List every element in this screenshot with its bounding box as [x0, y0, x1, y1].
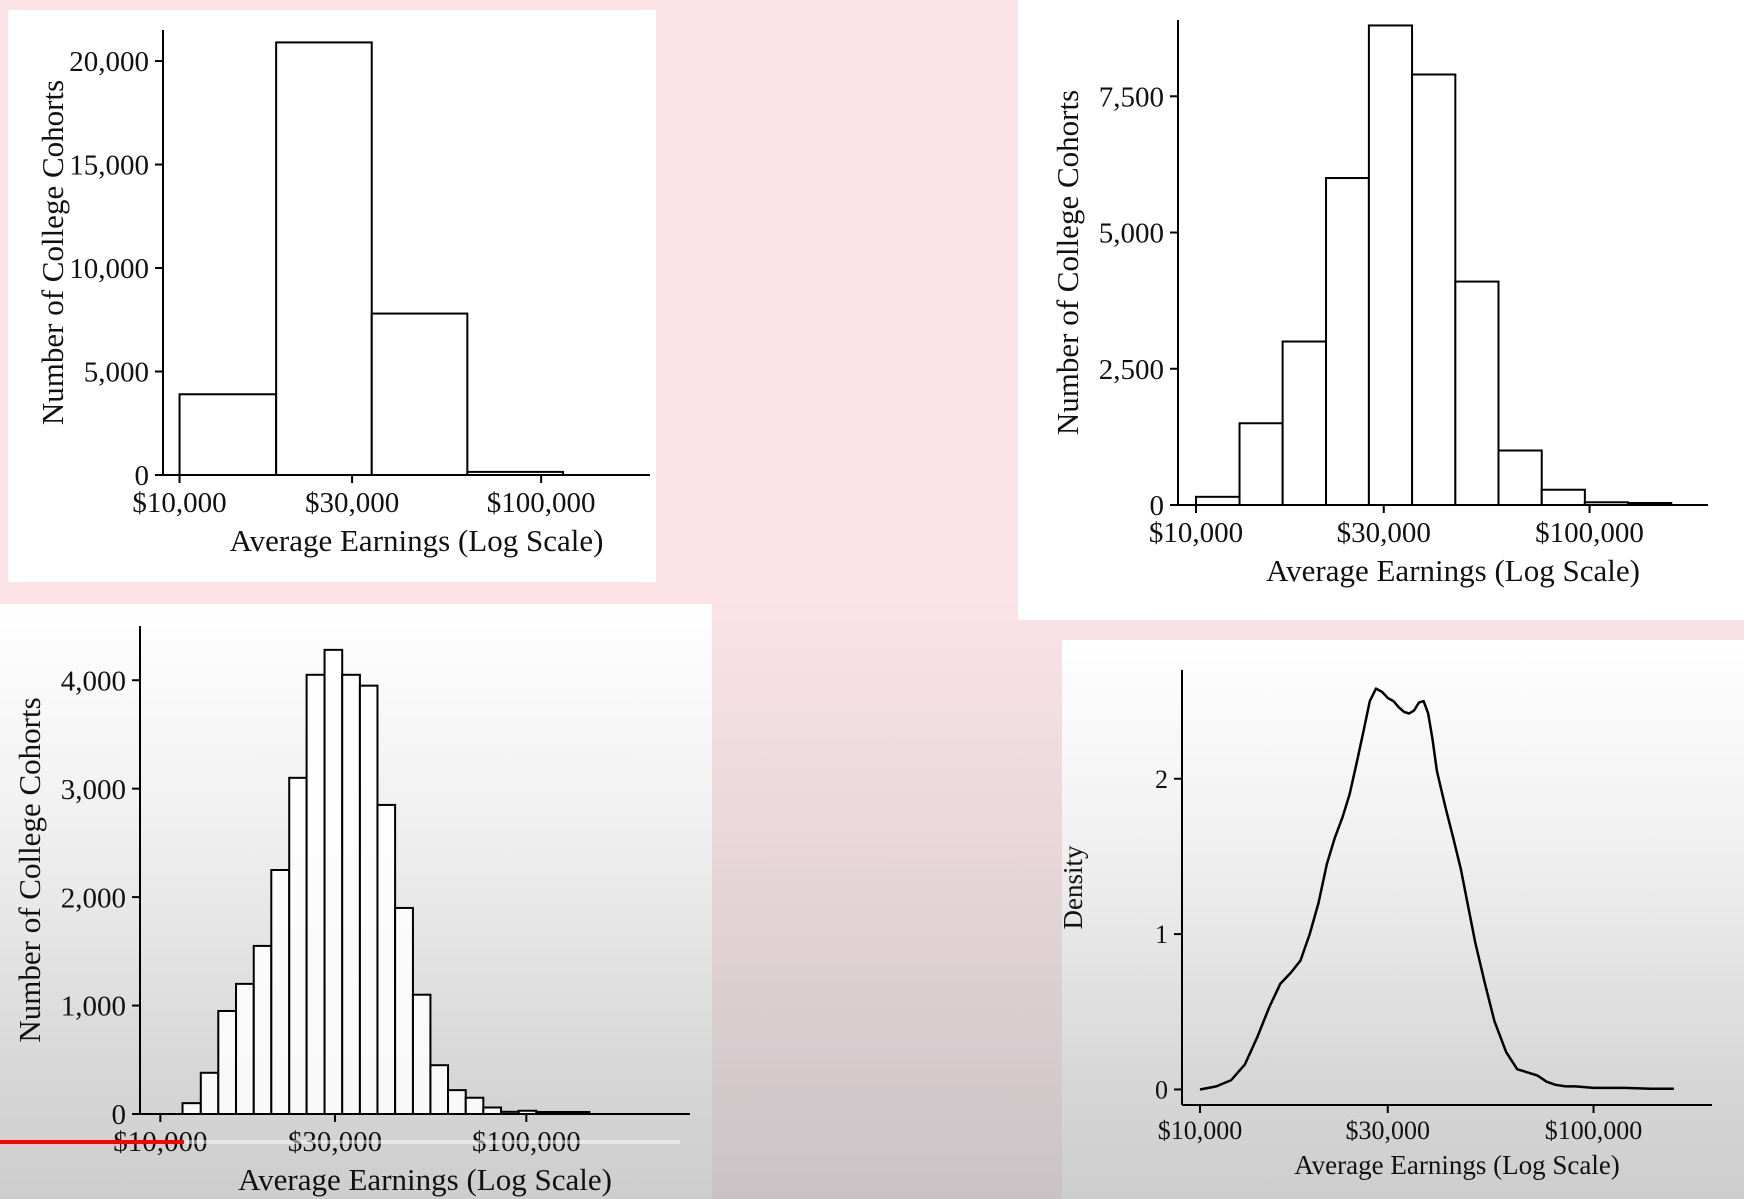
histogram-bar: [270, 869, 291, 1115]
histogram-bar: [341, 673, 361, 1116]
histogram-bar: [447, 1089, 467, 1115]
y-tick-label: 2,500: [1099, 354, 1164, 386]
density-curve: [1199, 687, 1674, 1091]
y-axis-label: Density: [1062, 845, 1088, 929]
histogram-panel-coarse: 0 5,000 10,000 15,000 20,000 $10,000 $30,000 $1…: [8, 10, 656, 582]
histogram-medium-chart: 0 2,500 5,000 7,500 $10,000 $30,000 $100,000 Av…: [1050, 20, 1708, 588]
y-tick-label: 1: [1155, 920, 1168, 949]
y-tick-label: 7,500: [1099, 81, 1164, 113]
y-tick-label: 5,000: [84, 357, 149, 389]
histogram-bar: [305, 673, 326, 1116]
y-tick-label: 0: [112, 1099, 127, 1131]
y-axis-label: Number of College Cohorts: [12, 697, 47, 1042]
y-tick-label: 0: [1150, 490, 1165, 522]
density-panel: 0 1 2 $10,000 $30,000 $100,000 Average Earning…: [1062, 640, 1744, 1199]
video-progress-fill: [0, 1140, 184, 1144]
histogram-bar: [376, 803, 397, 1116]
histogram-bar: [482, 1106, 503, 1116]
histogram-bar: [535, 1111, 555, 1115]
x-tick-label: $30,000: [1346, 1116, 1431, 1145]
histogram-bar: [370, 312, 469, 476]
y-tick-label: 15,000: [69, 150, 149, 182]
histogram-bar: [1325, 177, 1370, 506]
histogram-bar: [517, 1109, 538, 1116]
histogram-bar: [1367, 24, 1414, 507]
histogram-bar: [552, 1111, 573, 1115]
y-tick-label: 4,000: [61, 665, 126, 697]
histogram-bar: [1627, 502, 1673, 506]
histogram-bar: [1583, 501, 1630, 506]
y-tick-label: 0: [1155, 1076, 1168, 1105]
y-tick-label: 5,000: [1099, 218, 1164, 250]
histogram-bar: [181, 1102, 202, 1115]
histogram-bar: [429, 1064, 450, 1116]
histogram-bar: [199, 1071, 220, 1115]
histogram-bar: [288, 776, 308, 1115]
y-tick-label: 2: [1155, 765, 1168, 794]
histogram-bar: [411, 993, 432, 1116]
histogram-panel-fine: 0 1,000 2,000 3,000 4,000 $10,000 $30,000 $100,…: [0, 604, 712, 1199]
x-tick-label: $10,000: [132, 487, 226, 519]
video-progress-bar[interactable]: [0, 1140, 680, 1144]
x-axis-label: Average Earnings (Log Scale): [1266, 553, 1640, 588]
x-tick-label: $30,000: [1337, 517, 1431, 549]
histogram-bar: [394, 906, 414, 1116]
x-axis-label: Average Earnings (Log Scale): [1294, 1150, 1620, 1180]
histogram-panel-medium: 0 2,500 5,000 7,500 $10,000 $30,000 $100,000 Av…: [1018, 0, 1744, 620]
y-axis-label: Number of College Cohorts: [1050, 90, 1085, 435]
y-tick-label: 0: [135, 460, 150, 492]
histogram-bar: [500, 1110, 520, 1116]
y-tick-label: 1,000: [61, 991, 126, 1023]
x-axis-label: Average Earnings (Log Scale): [230, 523, 604, 558]
histogram-bar: [570, 1111, 591, 1115]
y-tick-label: 20,000: [69, 46, 149, 78]
y-tick-label: 10,000: [69, 253, 149, 285]
histogram-bar: [178, 393, 278, 477]
x-axis-label: Average Earnings (Log Scale): [238, 1162, 612, 1197]
histogram-coarse-chart: 0 5,000 10,000 15,000 20,000 $10,000 $30,000 $1…: [35, 30, 650, 558]
x-tick-label: $10,000: [1158, 1116, 1243, 1145]
histogram-bar: [235, 982, 255, 1115]
histogram-bar: [466, 470, 565, 477]
histogram-bar: [1497, 449, 1543, 506]
histogram-bar: [1281, 340, 1328, 506]
histogram-bar: [217, 1009, 238, 1116]
histogram-bar: [252, 944, 273, 1115]
x-tick-label: $100,000: [1535, 517, 1644, 549]
histogram-bar: [323, 648, 344, 1115]
x-tick-label: $100,000: [1545, 1116, 1643, 1145]
x-tick-label: $10,000: [1149, 517, 1243, 549]
x-tick-label: $100,000: [487, 487, 596, 519]
histogram-bar: [1454, 280, 1500, 506]
histogram-bar: [1540, 488, 1586, 507]
histogram-bar: [358, 684, 379, 1116]
histogram-bar: [464, 1096, 485, 1116]
histogram-bar: [1195, 495, 1241, 506]
histogram-bar: [1411, 73, 1457, 506]
histogram-bar: [275, 41, 373, 476]
density-chart: 0 1 2 $10,000 $30,000 $100,000 Average Earning…: [1062, 670, 1712, 1180]
y-tick-label: 3,000: [61, 774, 126, 806]
histogram-bar: [1238, 422, 1284, 506]
x-tick-label: $30,000: [305, 487, 399, 519]
y-tick-label: 2,000: [61, 882, 126, 914]
y-axis-label: Number of College Cohorts: [35, 80, 70, 425]
